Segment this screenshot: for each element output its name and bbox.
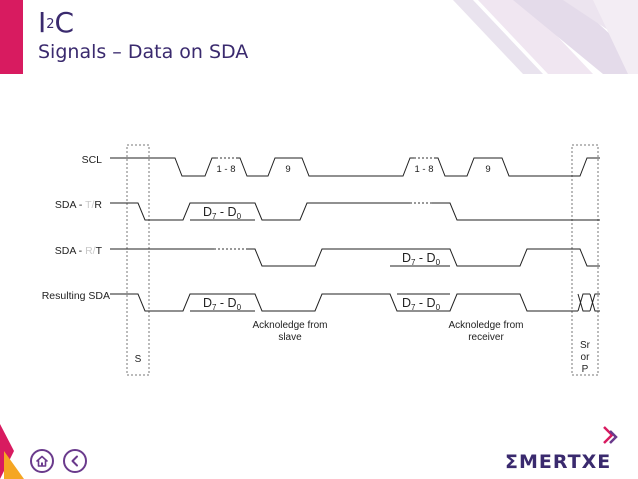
resulting-end-fall [577, 293, 590, 312]
data-label-resulting-1: D7 - D0 [203, 296, 242, 312]
sda-tr-waveform [110, 202, 600, 221]
title-i: I [38, 6, 47, 39]
brand-logo: ΣMERTXE [505, 425, 630, 473]
end-marker-or: or [581, 352, 591, 363]
slide-title: I2C Signals – Data on SDA [38, 6, 248, 64]
bottom-left-decoration [0, 424, 24, 479]
brand-sigma: Σ [505, 451, 519, 473]
pulse-label-9-first: 9 [285, 164, 290, 175]
ack-receiver-line2: receiver [468, 332, 504, 343]
end-marker-p: P [582, 364, 589, 375]
start-condition-box [126, 144, 150, 376]
brand-name: ΣMERTXE [505, 451, 611, 473]
title-c: C [54, 6, 75, 39]
scl-waveform [110, 157, 600, 177]
corner-decoration [453, 0, 638, 74]
chevron-left-icon [71, 455, 78, 467]
end-condition-box [571, 144, 599, 376]
label-sda-tr: SDA - T/R [55, 199, 103, 211]
logo-mark-icon [603, 426, 618, 444]
pulse-label-1-8-first: 1 - 8 [216, 164, 235, 175]
label-scl: SCL [82, 154, 103, 166]
ack-slave-line1: Acknoledge from [252, 320, 327, 331]
ack-receiver-line1: Acknoledge from [448, 320, 523, 331]
resulting-end-rise [577, 293, 590, 312]
title-main: I2C [38, 6, 248, 40]
pulse-label-1-8-second: 1 - 8 [414, 164, 433, 175]
data-label-rt: D7 - D0 [402, 251, 441, 267]
back-button[interactable] [63, 449, 87, 473]
end-marker-sr: Sr [580, 340, 591, 351]
label-resulting-sda: Resulting SDA [42, 290, 110, 302]
resulting-sda-waveform [110, 293, 578, 312]
pulse-label-9-second: 9 [485, 164, 490, 175]
data-label-resulting-2: D7 - D0 [402, 296, 441, 312]
brand-text: MERTXE [518, 451, 612, 473]
data-label-tr: D7 - D0 [203, 205, 242, 221]
title-accent-bar [0, 0, 23, 74]
home-button[interactable] [30, 449, 54, 473]
resulting-end-tail-b [589, 293, 600, 312]
home-icon [36, 455, 48, 467]
ack-slave-line2: slave [278, 332, 302, 343]
resulting-end-tail-a [589, 293, 600, 312]
slide-subtitle: Signals – Data on SDA [38, 41, 249, 63]
start-marker: S [135, 354, 142, 365]
sda-rt-waveform [110, 248, 600, 267]
title-superscript: 2 [46, 17, 55, 32]
label-sda-rt: SDA - R/T [55, 245, 103, 257]
